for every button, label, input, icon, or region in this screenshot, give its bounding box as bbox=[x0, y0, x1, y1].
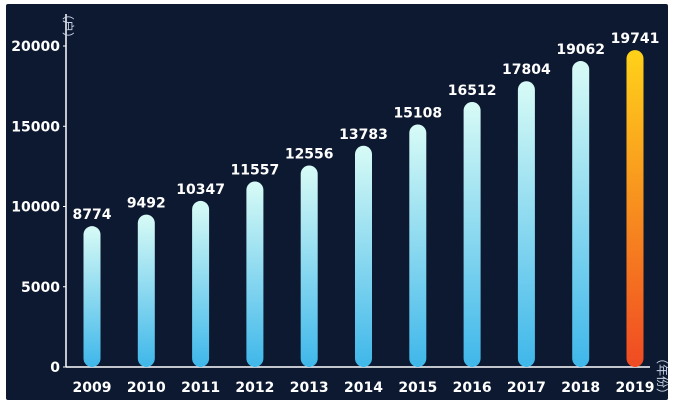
bar-2012 bbox=[246, 181, 264, 367]
bar-2016 bbox=[463, 101, 481, 368]
x-tick-labels: 2009 2010 2011 2012 2013 2014 2015 2016 2017 2018… bbox=[73, 380, 655, 396]
bar-2009 bbox=[83, 226, 101, 367]
x-tick-label-2019: 2019 bbox=[616, 380, 655, 396]
data-label-2014: 13783 bbox=[339, 127, 388, 143]
bar-2010 bbox=[137, 214, 155, 367]
data-label-2012: 11557 bbox=[231, 163, 280, 179]
x-axis-unit-label: （年份） bbox=[655, 352, 669, 400]
bar-2018 bbox=[572, 61, 590, 367]
x-tick-label-2009: 2009 bbox=[73, 380, 112, 396]
bar-2019 bbox=[626, 50, 644, 367]
x-tick-label-2014: 2014 bbox=[344, 380, 383, 396]
data-label-2016: 16512 bbox=[448, 83, 497, 99]
data-labels: 8774 9492 10347 11557 12556 13783 15108 16512 17… bbox=[73, 31, 660, 223]
data-label-2013: 12556 bbox=[285, 146, 334, 162]
data-label-2018: 19062 bbox=[556, 42, 605, 58]
x-tick-label-2010: 2010 bbox=[127, 380, 166, 396]
data-label-2011: 10347 bbox=[176, 182, 225, 198]
y-tick-label: 5000 bbox=[21, 280, 60, 296]
bar-2013 bbox=[300, 165, 318, 367]
bar-2011 bbox=[192, 200, 210, 367]
chart-panel bbox=[6, 4, 668, 400]
data-label-2019: 19741 bbox=[611, 31, 660, 47]
x-tick-label-2018: 2018 bbox=[561, 380, 600, 396]
x-tick-label-2016: 2016 bbox=[453, 380, 492, 396]
data-label-2017: 17804 bbox=[502, 62, 551, 78]
y-axis-unit-label: （户） bbox=[61, 8, 76, 44]
y-tick-label: 15000 bbox=[11, 119, 60, 135]
y-tick-label: 0 bbox=[50, 360, 60, 376]
bar-2014 bbox=[355, 145, 372, 367]
data-label-2015: 15108 bbox=[393, 106, 442, 122]
y-tick-labels: 0 5000 10000 15000 20000 bbox=[11, 39, 66, 376]
data-label-2010: 9492 bbox=[127, 196, 166, 212]
bar-2017 bbox=[517, 81, 535, 368]
x-tick-label-2015: 2015 bbox=[398, 380, 437, 396]
x-tick-label-2011: 2011 bbox=[181, 380, 220, 396]
data-label-2009: 8774 bbox=[73, 207, 112, 223]
y-tick-label: 20000 bbox=[11, 39, 60, 55]
y-tick-label: 10000 bbox=[11, 200, 60, 216]
x-tick-label-2017: 2017 bbox=[507, 380, 546, 396]
bars bbox=[83, 50, 644, 368]
x-tick-label-2013: 2013 bbox=[290, 380, 329, 396]
x-tick-label-2012: 2012 bbox=[235, 380, 274, 396]
bar-2015 bbox=[409, 124, 427, 367]
